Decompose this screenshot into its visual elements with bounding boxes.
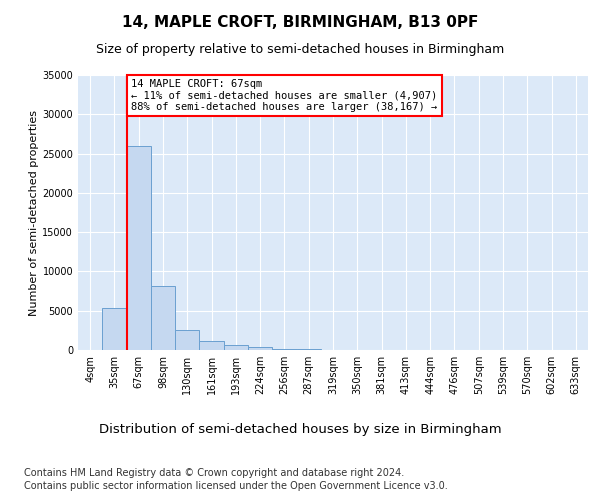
- Text: Distribution of semi-detached houses by size in Birmingham: Distribution of semi-detached houses by …: [98, 422, 502, 436]
- Bar: [175, 330, 199, 350]
- Bar: [272, 349, 296, 350]
- Text: 14, MAPLE CROFT, BIRMINGHAM, B13 0PF: 14, MAPLE CROFT, BIRMINGHAM, B13 0PF: [122, 15, 478, 30]
- Bar: [296, 349, 321, 350]
- Bar: [102, 308, 127, 350]
- Y-axis label: Number of semi-detached properties: Number of semi-detached properties: [29, 110, 40, 316]
- Bar: [127, 146, 151, 350]
- Bar: [151, 286, 175, 350]
- Text: 14 MAPLE CROFT: 67sqm
← 11% of semi-detached houses are smaller (4,907)
88% of s: 14 MAPLE CROFT: 67sqm ← 11% of semi-deta…: [131, 79, 437, 112]
- Text: Contains public sector information licensed under the Open Government Licence v3: Contains public sector information licen…: [24, 481, 448, 491]
- Text: Contains HM Land Registry data © Crown copyright and database right 2024.: Contains HM Land Registry data © Crown c…: [24, 468, 404, 477]
- Bar: [199, 342, 224, 350]
- Text: Size of property relative to semi-detached houses in Birmingham: Size of property relative to semi-detach…: [96, 42, 504, 56]
- Bar: [224, 344, 248, 350]
- Bar: [248, 347, 272, 350]
